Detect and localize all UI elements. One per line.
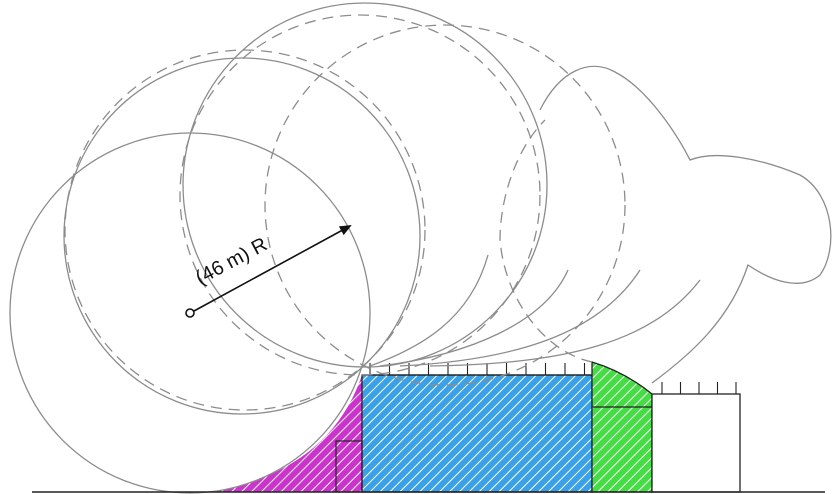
rolling-arc-3 — [399, 269, 641, 367]
rolling-arc-1 — [369, 254, 489, 367]
radius-arrow — [193, 225, 352, 312]
rolling-sphere-dashed-1 — [64, 49, 426, 411]
rolling-envelope-right — [539, 65, 832, 384]
rolling-sphere-dashed-2 — [179, 14, 541, 376]
protected-zone-left — [212, 375, 362, 492]
radius-label: (46 m) R — [192, 233, 271, 289]
rolling-sphere-3 — [182, 2, 548, 368]
rolling-sphere-2 — [63, 57, 421, 415]
protected-zone-right — [591, 361, 653, 493]
rolling-arc-5 — [499, 119, 593, 363]
main-structure — [361, 374, 593, 493]
sphere-center-point — [185, 308, 195, 318]
air-terminals-annex — [661, 382, 737, 394]
rolling-sphere-dashed-3 — [264, 24, 626, 386]
annex-building — [651, 393, 741, 493]
rolling-arc-4 — [429, 279, 701, 367]
rolling-arc-2 — [379, 269, 569, 367]
